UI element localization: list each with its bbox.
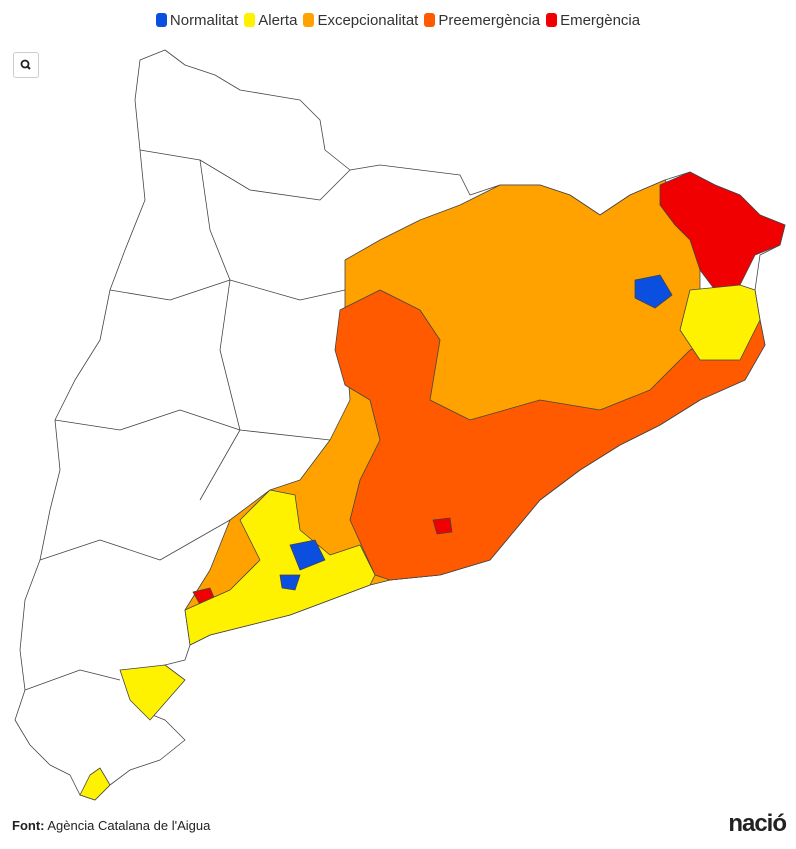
zone-emergencia xyxy=(659,171,786,291)
legend-swatch xyxy=(155,13,167,27)
zone-alerta xyxy=(119,664,186,721)
zone-preemergencia xyxy=(334,289,766,581)
search-icon xyxy=(20,59,31,70)
legend-swatch xyxy=(244,13,256,27)
municipal-borders xyxy=(24,149,351,691)
legend-item[interactable]: Excepcionalitat xyxy=(303,12,418,29)
legend-swatch xyxy=(424,13,436,27)
zone-normalitat xyxy=(289,539,326,571)
legend-label: Preemergència xyxy=(438,12,541,29)
map xyxy=(14,49,786,801)
legend-swatch xyxy=(546,13,558,27)
zone-alerta xyxy=(184,489,376,646)
zone-normalitat xyxy=(634,274,673,309)
legend-label: Excepcionalitat xyxy=(317,12,419,29)
legend-label: Emergència xyxy=(560,12,641,29)
zone-alerta xyxy=(79,767,111,801)
legend-item[interactable]: Alerta xyxy=(244,12,297,29)
zone-normalitat xyxy=(279,574,301,591)
zone-emergencia xyxy=(432,517,453,535)
search-button[interactable] xyxy=(13,52,39,78)
legend-item[interactable]: Emergència xyxy=(546,12,640,29)
legend-item[interactable]: Preemergència xyxy=(424,12,540,29)
footer: Font: Agència Catalana de l'Aigua xyxy=(12,818,210,833)
legend-label: Alerta xyxy=(258,12,298,29)
zone-alerta xyxy=(679,284,761,361)
legend-label: Normalitat xyxy=(169,12,239,29)
legend: Normalitat Alerta Excepcionalitat Preemergè… xyxy=(0,12,796,29)
footer-source: Agència Catalana de l'Aigua xyxy=(47,818,211,833)
legend-swatch xyxy=(303,13,315,27)
logo: nació xyxy=(728,810,787,837)
legend-item[interactable]: Normalitat xyxy=(155,12,239,29)
footer-label: Font: xyxy=(12,818,45,833)
